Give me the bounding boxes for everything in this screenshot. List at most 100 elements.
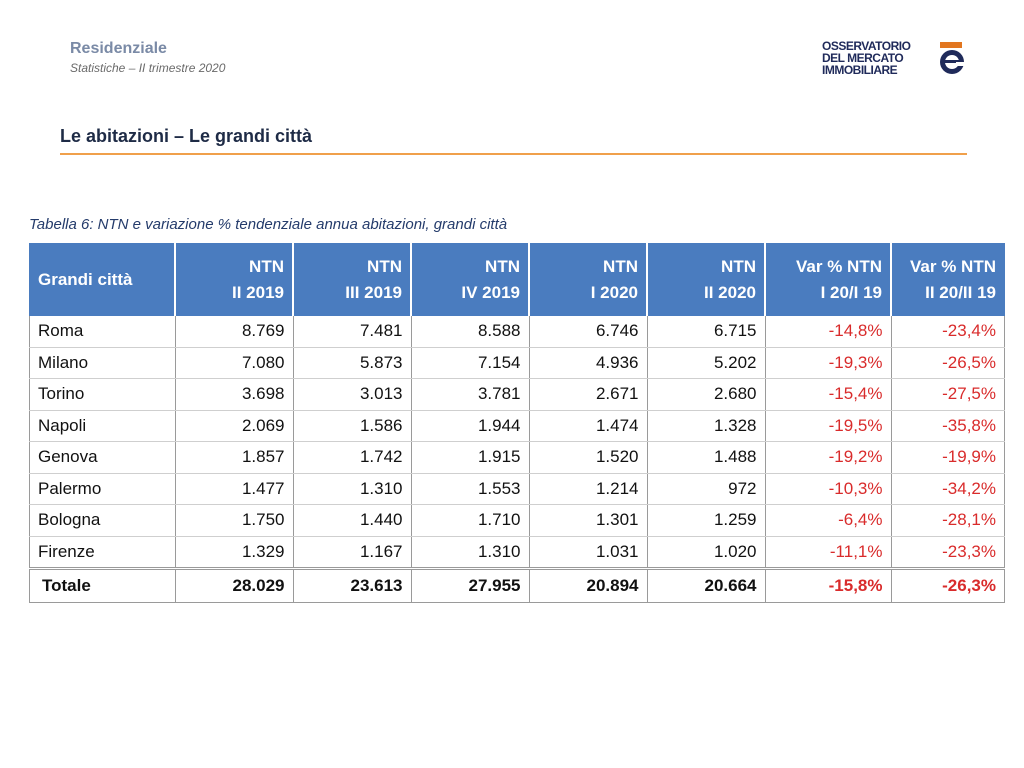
variation-cell: -11,1% — [765, 536, 892, 569]
total-value-cell: 28.029 — [175, 567, 294, 603]
logo-line: OSSERVATORIO — [822, 39, 911, 53]
city-name-cell: Genova — [29, 441, 176, 474]
ntn-cell: 1.214 — [529, 473, 648, 505]
column-header: NTN II 2019 — [175, 243, 294, 316]
omi-logo: OSSERVATORIO DEL MERCATO IMMOBILIARE — [822, 40, 972, 80]
variation-cell: -27,5% — [891, 378, 1005, 411]
ntn-cell: 1.310 — [293, 473, 412, 505]
table-row: Milano 7.080 5.873 7.154 4.936 5.202 -19,3% -26… — [29, 347, 1005, 379]
variation-cell: -23,3% — [891, 536, 1005, 569]
ntn-cell: 1.301 — [529, 504, 648, 537]
ntn-cell: 1.710 — [411, 504, 530, 537]
ntn-cell: 1.328 — [647, 410, 766, 442]
table-caption: Tabella 6: NTN e variazione % tendenzial… — [29, 216, 508, 233]
ntn-cell: 1.329 — [175, 536, 294, 569]
variation-cell: -6,4% — [765, 504, 892, 537]
column-header: NTN II 2020 — [647, 243, 766, 316]
ntn-cell: 1.020 — [647, 536, 766, 569]
ntn-cell: 8.769 — [175, 316, 294, 348]
variation-cell: -19,5% — [765, 410, 892, 442]
page-title: Le abitazioni – Le grandi città — [60, 126, 313, 146]
column-header: NTN III 2019 — [293, 243, 412, 316]
ntn-cell: 7.154 — [411, 347, 530, 379]
total-value-cell: 23.613 — [293, 567, 412, 603]
ntn-cell: 4.936 — [529, 347, 648, 379]
ntn-cell: 1.857 — [175, 441, 294, 474]
city-name-cell: Firenze — [29, 536, 176, 569]
total-value-cell: -15,8% — [765, 567, 892, 603]
ntn-cell: 1.310 — [411, 536, 530, 569]
variation-cell: -35,8% — [891, 410, 1005, 442]
logo-line: IMMOBILIARE — [822, 63, 898, 77]
column-header: Var % NTN II 20/II 19 — [891, 243, 1005, 316]
ntn-cell: 1.440 — [293, 504, 412, 537]
ntn-cell: 1.488 — [647, 441, 766, 474]
logo-emblem-icon — [940, 42, 968, 74]
total-row: Totale 28.029 23.613 27.955 20.894 20.664 -15,… — [29, 567, 1005, 603]
city-name-cell: Milano — [29, 347, 176, 379]
city-name-cell: Torino — [29, 378, 176, 411]
variation-cell: -26,5% — [891, 347, 1005, 379]
variation-cell: -19,9% — [891, 441, 1005, 474]
variation-cell: -28,1% — [891, 504, 1005, 537]
city-name-cell: Palermo — [29, 473, 176, 505]
ntn-cell: 2.680 — [647, 378, 766, 411]
ntn-cell: 6.715 — [647, 316, 766, 348]
total-value-cell: -26,3% — [891, 567, 1005, 603]
ntn-cell: 7.080 — [175, 347, 294, 379]
header: Residenziale Statistiche – II trimestre … — [70, 40, 225, 75]
variation-cell: -10,3% — [765, 473, 892, 505]
title-divider — [60, 153, 967, 155]
table-row: Roma 8.769 7.481 8.588 6.746 6.715 -14,8% -23,4… — [29, 316, 1005, 348]
ntn-cell: 1.750 — [175, 504, 294, 537]
ntn-cell: 1.477 — [175, 473, 294, 505]
ntn-cell: 1.944 — [411, 410, 530, 442]
variation-cell: -19,2% — [765, 441, 892, 474]
section-subtitle: Statistiche – II trimestre 2020 — [70, 61, 226, 75]
ntn-cell: 2.069 — [175, 410, 294, 442]
table-row: Firenze 1.329 1.167 1.310 1.031 1.020 -11,1% -2… — [29, 536, 1005, 569]
variation-cell: -14,8% — [765, 316, 892, 348]
column-header: NTN I 2020 — [529, 243, 648, 316]
table-row: Napoli 2.069 1.586 1.944 1.474 1.328 -19,5% -35… — [29, 410, 1005, 442]
total-label-cell: Totale — [29, 567, 176, 603]
table-row: Genova 1.857 1.742 1.915 1.520 1.488 -19,2% -19… — [29, 441, 1005, 474]
ntn-cell: 1.586 — [293, 410, 412, 442]
ntn-cell: 6.746 — [529, 316, 648, 348]
logo-text: OSSERVATORIO DEL MERCATO IMMOBILIARE — [822, 40, 934, 76]
column-header: Var % NTN I 20/I 19 — [765, 243, 892, 316]
cities-table: Grandi città NTN II 2019 NTN III 2019 NTN I… — [29, 243, 1005, 603]
city-name-cell: Bologna — [29, 504, 176, 537]
ntn-cell: 7.481 — [293, 316, 412, 348]
column-header: Grandi città — [29, 243, 176, 316]
variation-cell: -19,3% — [765, 347, 892, 379]
ntn-cell: 8.588 — [411, 316, 530, 348]
total-value-cell: 27.955 — [411, 567, 530, 603]
ntn-cell: 1.167 — [293, 536, 412, 569]
ntn-cell: 1.553 — [411, 473, 530, 505]
ntn-cell: 1.031 — [529, 536, 648, 569]
variation-cell: -15,4% — [765, 378, 892, 411]
table-row: Torino 3.698 3.013 3.781 2.671 2.680 -15,4% -27… — [29, 378, 1005, 411]
ntn-cell: 1.915 — [411, 441, 530, 474]
ntn-cell: 972 — [647, 473, 766, 505]
ntn-cell: 3.698 — [175, 378, 294, 411]
ntn-cell: 2.671 — [529, 378, 648, 411]
variation-cell: -34,2% — [891, 473, 1005, 505]
column-header: NTN IV 2019 — [411, 243, 530, 316]
section-label: Residenziale — [70, 40, 167, 57]
ntn-cell: 1.520 — [529, 441, 648, 474]
variation-cell: -23,4% — [891, 316, 1005, 348]
table-header-row: Grandi città NTN II 2019 NTN III 2019 NTN I… — [29, 243, 1005, 316]
ntn-cell: 5.873 — [293, 347, 412, 379]
ntn-cell: 1.474 — [529, 410, 648, 442]
ntn-cell: 3.781 — [411, 378, 530, 411]
table-row: Palermo 1.477 1.310 1.553 1.214 972 -10,3% -34,… — [29, 473, 1005, 505]
ntn-cell: 3.013 — [293, 378, 412, 411]
logo-line: DEL MERCATO — [822, 51, 904, 65]
city-name-cell: Napoli — [29, 410, 176, 442]
ntn-cell: 1.742 — [293, 441, 412, 474]
total-value-cell: 20.664 — [647, 567, 766, 603]
city-name-cell: Roma — [29, 316, 176, 348]
table-row: Bologna 1.750 1.440 1.710 1.301 1.259 -6,4% -28… — [29, 504, 1005, 537]
